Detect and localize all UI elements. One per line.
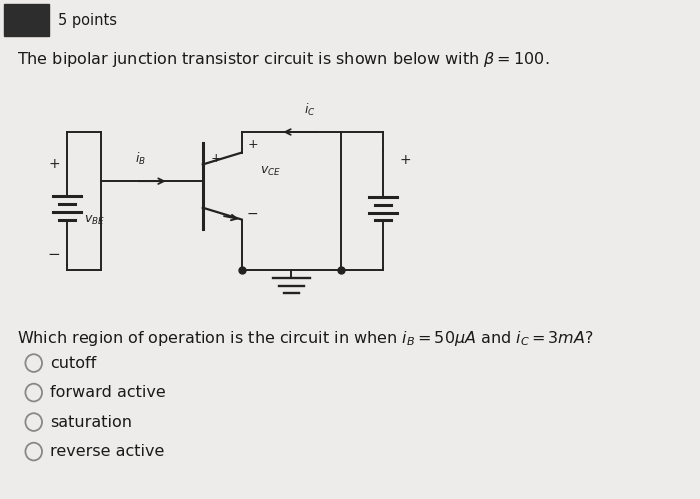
Text: +: + [48,157,60,171]
Text: forward active: forward active [50,385,166,400]
Text: $i_B$: $i_B$ [135,151,146,167]
Text: reverse active: reverse active [50,444,164,459]
Text: saturation: saturation [50,415,132,430]
Text: +: + [400,153,411,167]
Text: 5 points: 5 points [57,13,117,28]
Text: +: + [247,138,258,151]
Text: $v_{BE}$: $v_{BE}$ [83,214,104,227]
Text: −: − [48,247,60,262]
Text: Which region of operation is the circuit in when $i_B = 50\mu A$ and $i_C = 3mA$: Which region of operation is the circuit… [17,329,594,348]
Text: $v_{CE}$: $v_{CE}$ [260,165,281,178]
Text: +: + [210,152,220,165]
Text: The bipolar junction transistor circuit is shown below with $\beta = 100$.: The bipolar junction transistor circuit … [17,50,550,69]
Text: −: − [247,207,258,221]
Bar [4,4,48,35]
Text: 19: 19 [14,12,38,30]
Text: cutoff: cutoff [50,356,97,371]
Text: $i_C$: $i_C$ [304,102,316,118]
